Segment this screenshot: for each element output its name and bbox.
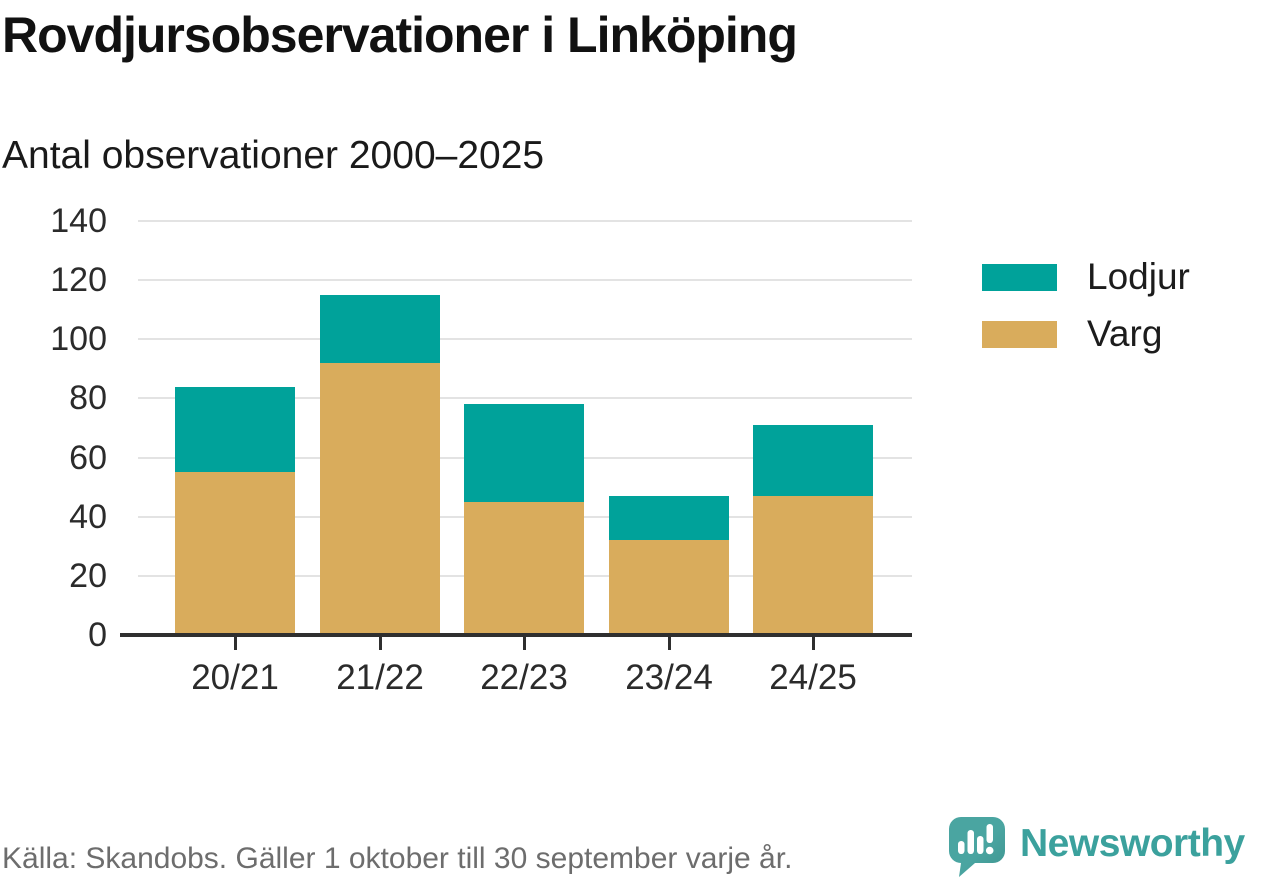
- y-axis-label-100: 100: [50, 320, 107, 359]
- bar-segment-lodjur-21-22: [320, 294, 440, 363]
- x-axis-label-22-23: 22/23: [480, 658, 568, 697]
- gridline-y-80: [138, 397, 912, 400]
- y-axis-label-20: 20: [69, 556, 107, 595]
- x-axis-label-23-24: 23/24: [625, 658, 713, 697]
- brand-wordmark: Newsworthy: [1020, 822, 1245, 865]
- x-axis-label-20-21: 20/21: [191, 658, 279, 697]
- x-axis-line: [120, 633, 912, 637]
- x-tick-24-25: [812, 637, 815, 650]
- bar-segment-lodjur-20-21: [175, 386, 295, 473]
- y-axis-label-140: 140: [50, 202, 107, 240]
- page-title: Rovdjursobservationer i Linköping: [2, 7, 798, 63]
- chart-legend: Lodjur Varg: [982, 256, 1190, 370]
- newsworthy-logo-icon: [949, 817, 1005, 877]
- legend-item-varg: Varg: [982, 313, 1190, 355]
- y-axis-label-40: 40: [69, 497, 107, 536]
- bar-segment-varg-20-21: [175, 472, 295, 635]
- y-axis-label-0: 0: [88, 616, 107, 654]
- x-tick-22-23: [523, 637, 526, 650]
- bar-segment-varg-21-22: [320, 362, 440, 635]
- legend-label-varg: Varg: [1087, 313, 1163, 354]
- legend-swatch-varg: [982, 320, 1057, 348]
- x-tick-23-24: [668, 637, 671, 650]
- branding: Newsworthy: [948, 816, 1245, 878]
- gridline-y-120: [138, 279, 912, 282]
- gridline-y-140: [138, 220, 912, 222]
- x-tick-20-21: [234, 637, 237, 650]
- chart-subtitle: Antal observationer 2000–2025: [2, 134, 545, 177]
- y-axis-label-60: 60: [69, 438, 107, 477]
- x-axis-label-21-22: 21/22: [336, 658, 424, 697]
- bar-segment-lodjur-23-24: [609, 496, 729, 541]
- legend-swatch-lodjur: [982, 263, 1057, 291]
- x-tick-21-22: [379, 637, 382, 650]
- bar-segment-varg-23-24: [609, 540, 729, 635]
- bar-segment-lodjur-22-23: [464, 404, 584, 502]
- bar-segment-varg-24-25: [753, 496, 873, 635]
- bar-segment-varg-22-23: [464, 501, 584, 635]
- legend-label-lodjur: Lodjur: [1087, 256, 1190, 297]
- gridline-y-100: [138, 338, 912, 341]
- bar-segment-lodjur-24-25: [753, 425, 873, 496]
- x-axis-label-24-25: 24/25: [769, 658, 857, 697]
- stacked-bar-chart: 0 20 40 60 80 100 120 140 20/21 21/22 22/23 23/24 24…: [0, 200, 940, 720]
- source-note: Källa: Skandobs. Gäller 1 oktober till 3…: [2, 842, 793, 875]
- y-axis-label-120: 120: [50, 261, 107, 300]
- y-axis-label-80: 80: [69, 379, 107, 418]
- legend-item-lodjur: Lodjur: [982, 256, 1190, 298]
